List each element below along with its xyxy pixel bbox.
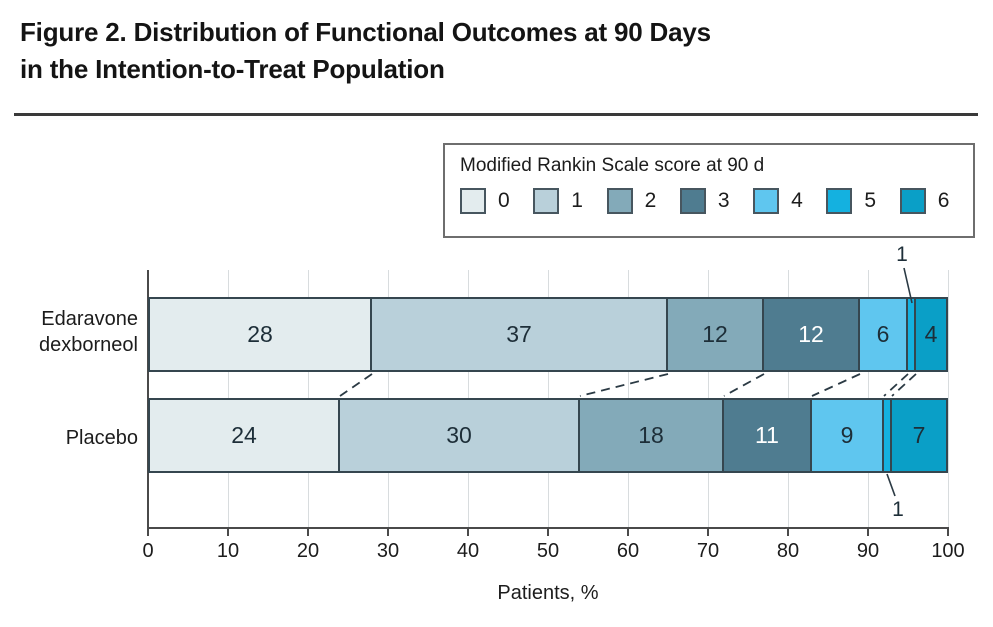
bar-segment-mrs-0: 28 [148,297,372,372]
connectors-svg [339,267,917,497]
connector-line [811,373,861,397]
axis-tick-label: 20 [296,540,320,562]
legend-label: 5 [864,189,877,212]
category-label-edaravone: Edaravone dexborneol [39,308,138,356]
axis-tick-label: 90 [856,540,880,562]
axis-tick [707,528,709,536]
bar-value-label: 11 [755,422,779,448]
bar-segment-mrs-6: 4 [914,297,948,372]
axis-tick [627,528,629,536]
legend-label: 4 [791,189,803,212]
axis-tick-label: 100 [931,540,965,562]
axis-tick [227,528,229,536]
legend-title: Modified Rankin Scale score at 90 d [460,155,765,176]
axis-tick [547,528,549,536]
axis-tick-label: 70 [696,540,720,562]
legend-swatch [606,188,633,214]
axis-tick-label: 80 [776,540,800,562]
bar-segment-mrs-1: 30 [338,398,580,473]
axis-tick-label: 10 [216,540,240,562]
callout-leader-line [886,473,896,497]
axis-tick-label: 40 [456,540,480,562]
legend-swatch [460,188,486,214]
bar-value-label: 37 [506,321,532,347]
bar-segment-mrs-2: 12 [666,297,764,372]
axis-tick [787,528,789,536]
connector-line [891,373,917,397]
bar-row-placebo: 24 30 18 11 9 7 [148,398,948,473]
callout-label: 1 [896,243,908,266]
connector-line [723,373,765,397]
axis-tick [147,528,149,536]
legend-swatch [753,188,780,214]
bar-value-label: 18 [638,422,664,448]
bar-segment-mrs-3: 12 [762,297,860,372]
legend-item-5: 5 [826,188,899,214]
bar-segment-mrs-4: 9 [810,398,884,473]
axis-tick-label: 60 [616,540,640,562]
bar-value-label: 30 [446,422,472,448]
legend-label: 1 [571,189,583,212]
axis-tick-label: 30 [376,540,400,562]
legend-swatch [826,188,853,214]
legend-swatch [533,188,560,214]
legend-label: 0 [498,189,510,212]
bar-value-label: 24 [231,422,257,448]
axis-tick [867,528,869,536]
legend-item-3: 3 [679,188,753,214]
bar-value-label: 7 [912,422,926,448]
legend-label: 3 [717,189,730,212]
legend-item-6: 6 [899,188,973,214]
gridline [947,270,949,528]
axis-tick [467,528,469,536]
legend-item-2: 2 [606,188,680,214]
axis-tick-label: 0 [142,540,154,562]
legend-box: Modified Rankin Scale score at 90 d 0 1 2 3… [443,143,975,238]
bar-segment-mrs-4: 6 [858,297,908,372]
axis-tick-label: 50 [536,540,560,562]
bar-value-label: 28 [247,321,273,347]
figure-title: Figure 2. Distribution of Functional Out… [20,17,711,84]
bar-segment-mrs-1: 37 [370,297,668,372]
legend-label: 2 [644,189,657,212]
bar-segment-mrs-6: 7 [890,398,948,473]
x-axis-title: Patients, % [497,582,599,604]
bar-row-edaravone: 28 37 12 12 6 4 [148,297,948,372]
plot-area: Patients, % 28 37 12 12 6 4 24 30 18 11 9 7 1 1 0 10 20 3… [142,243,964,604]
bar-value-label: 6 [876,321,890,347]
bar-segment-mrs-2: 18 [578,398,724,473]
bar-value-label: 9 [840,422,854,448]
legend-item-0: 0 [460,188,533,214]
connector-line [883,373,909,397]
callout-label: 1 [892,498,904,521]
legend-label: 6 [937,189,950,212]
bar-value-label: 4 [924,321,938,347]
legend-swatch [679,188,706,214]
bar-value-label: 12 [702,321,728,347]
connector-line [339,373,373,397]
legend-items: 0 1 2 3 4 5 6 [460,188,973,214]
title-divider [14,113,978,116]
axis-tick [387,528,389,536]
legend-swatch [899,188,926,214]
callout-leader-line [903,267,913,304]
category-label-placebo: Placebo [65,427,138,449]
connector-line [579,373,669,397]
axis-tick [947,528,949,536]
legend-item-4: 4 [753,188,826,214]
axis-tick [307,528,309,536]
bar-value-label: 12 [798,321,824,347]
legend-item-1: 1 [533,188,606,214]
